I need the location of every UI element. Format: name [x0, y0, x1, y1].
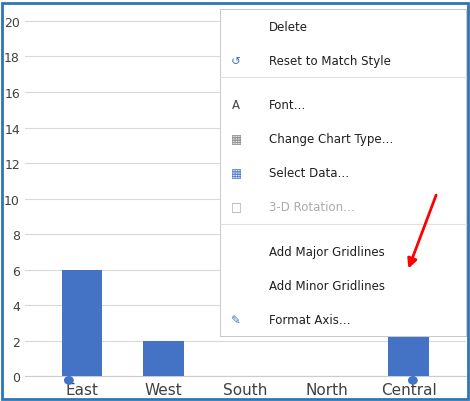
- Text: ✎: ✎: [231, 313, 241, 326]
- Text: Format Axis…: Format Axis…: [269, 313, 351, 326]
- Text: ▦: ▦: [230, 167, 242, 180]
- Text: □: □: [230, 201, 242, 214]
- Text: A: A: [232, 99, 240, 112]
- Text: Reset to Match Style: Reset to Match Style: [269, 55, 391, 68]
- Bar: [62, 270, 102, 377]
- Text: Select Data…: Select Data…: [269, 167, 350, 180]
- Text: ↺: ↺: [231, 55, 241, 68]
- Text: 3-D Rotation…: 3-D Rotation…: [269, 201, 355, 214]
- Text: Add Minor Gridlines: Add Minor Gridlines: [269, 279, 385, 292]
- Text: Font…: Font…: [269, 99, 307, 112]
- Text: ▦: ▦: [230, 133, 242, 146]
- Text: Delete: Delete: [269, 20, 308, 34]
- Text: Add Major Gridlines: Add Major Gridlines: [269, 245, 385, 258]
- Bar: [388, 40, 429, 377]
- Bar: [143, 341, 184, 377]
- Text: Change Chart Type…: Change Chart Type…: [269, 133, 394, 146]
